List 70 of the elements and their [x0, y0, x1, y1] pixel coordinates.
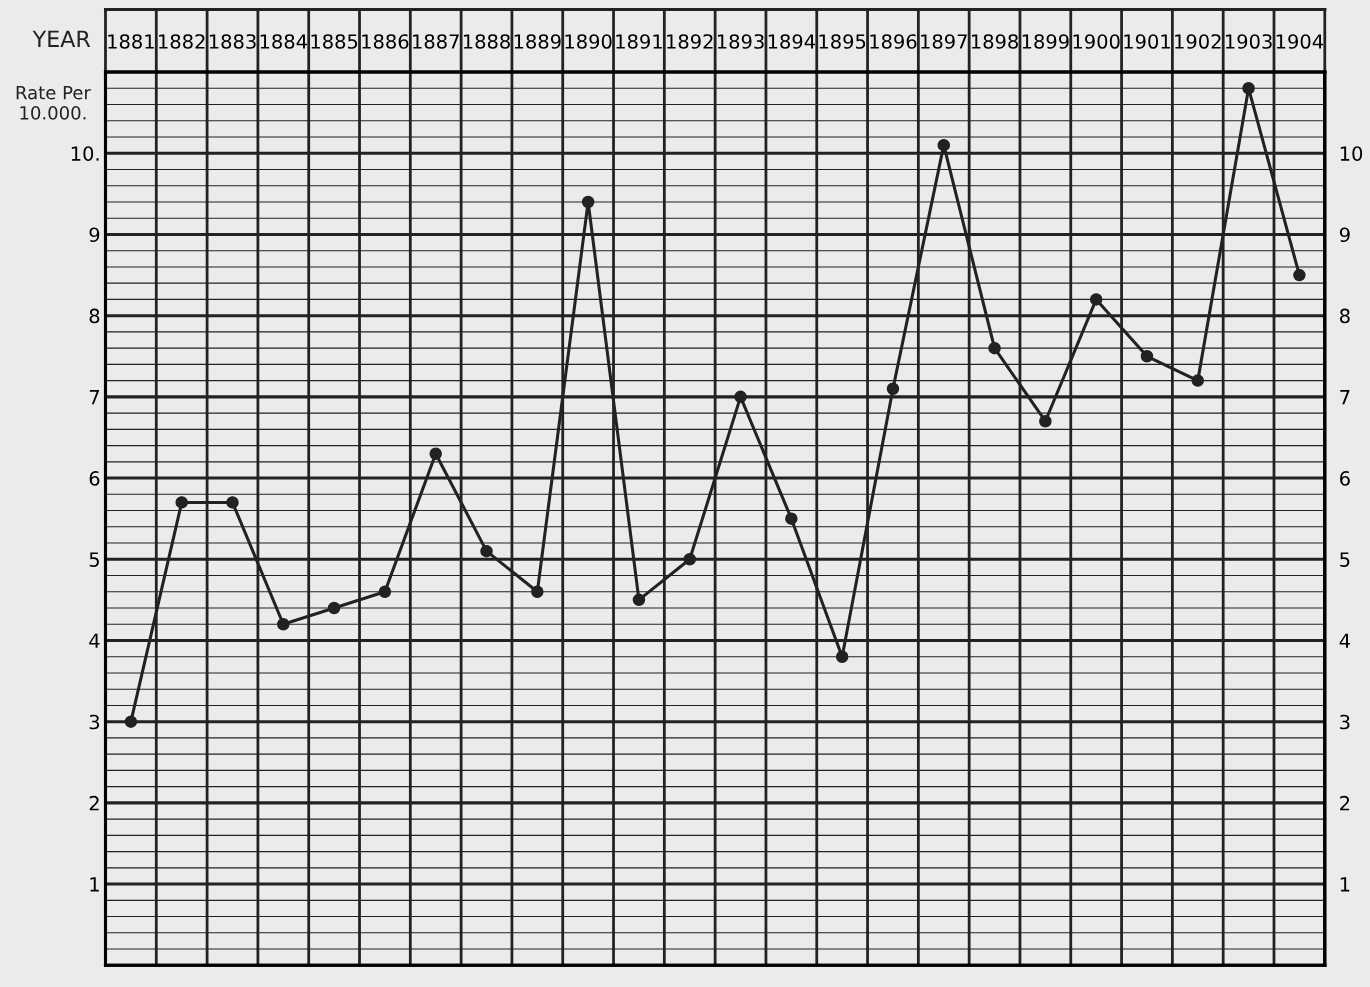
x-tick-label: 1899: [1022, 34, 1069, 49]
x-tick-label: 1882: [159, 34, 205, 49]
point: [1191, 374, 1205, 387]
x-tick-label: 1892: [667, 34, 713, 49]
x-tick-label: 1888: [463, 34, 510, 49]
x-tick-label: 1885: [311, 34, 358, 49]
point: [632, 593, 646, 607]
x-tick-label: 1898: [971, 34, 1018, 49]
x-tick-label: 1893: [717, 34, 764, 49]
x-tick-label: 1889: [514, 34, 561, 49]
x-tick-label: 1894: [768, 34, 815, 49]
x-tick-label: 1895: [819, 34, 866, 49]
y-tick-label: 8: [89, 308, 100, 324]
x-tick-label: 1890: [565, 34, 612, 49]
x-tick-label: 1896: [870, 34, 917, 49]
point: [124, 715, 138, 728]
y-tick-label: 5: [89, 552, 99, 567]
point: [785, 512, 798, 525]
x-tick-label: 1897: [921, 34, 967, 49]
point: [1089, 293, 1103, 306]
x-tick-label: 1902: [1175, 34, 1221, 49]
point: [937, 138, 951, 152]
y2-tick-label: 6: [1340, 471, 1350, 486]
point: [1039, 414, 1052, 428]
y2-tick-label: 2: [1340, 795, 1350, 811]
y-tick-label: 6: [89, 471, 100, 486]
y2-tick-label: 9: [1339, 227, 1350, 243]
point: [886, 382, 900, 395]
point: [480, 544, 493, 558]
x-tick-label: 1887: [413, 34, 459, 49]
point: [683, 553, 696, 566]
point: [429, 447, 442, 460]
y2-tick-label: 5: [1340, 552, 1350, 567]
y-axis-title: Rate Per 10.000.: [16, 86, 91, 120]
point: [581, 195, 595, 209]
y2-tick-label: 4: [1339, 633, 1350, 648]
x-tick-label: 1881: [108, 34, 154, 49]
y-tick-label: 1: [90, 877, 99, 892]
point: [988, 341, 1001, 355]
x-axis-title: YEAR: [32, 30, 91, 47]
y-tick-label: 3: [89, 714, 100, 730]
point: [734, 390, 747, 404]
x-tick-label: 1900: [1073, 34, 1120, 49]
point: [531, 585, 544, 599]
x-tick-label: 1903: [1225, 34, 1272, 49]
y-tick-label: 9: [89, 227, 100, 243]
y2-tick-label: 7: [1340, 390, 1350, 405]
point: [1293, 268, 1306, 282]
y2-tick-label: 8: [1340, 308, 1350, 324]
x-tick-label: 1901: [1124, 34, 1170, 49]
x-tick-label: 1904: [1276, 34, 1324, 49]
y-tick-label: 2: [89, 795, 99, 811]
point: [226, 496, 239, 509]
y2-tick-label: 1: [1340, 877, 1350, 892]
point: [277, 617, 290, 631]
point: [327, 601, 341, 615]
point: [378, 585, 392, 599]
x-tick-label: 1884: [260, 34, 307, 49]
point: [175, 496, 188, 509]
y-tick-label: 4: [89, 633, 100, 648]
point: [1242, 82, 1255, 95]
y-tick-label: 10.: [71, 146, 99, 161]
point: [835, 650, 849, 663]
point: [1140, 350, 1154, 363]
y2-tick-label: 10: [1340, 146, 1363, 161]
x-tick-label: 1891: [616, 34, 662, 49]
x-tick-label: 1886: [362, 34, 409, 49]
y-tick-label: 7: [89, 390, 99, 405]
y2-tick-label: 3: [1340, 714, 1350, 730]
x-tick-label: 1883: [209, 34, 256, 49]
